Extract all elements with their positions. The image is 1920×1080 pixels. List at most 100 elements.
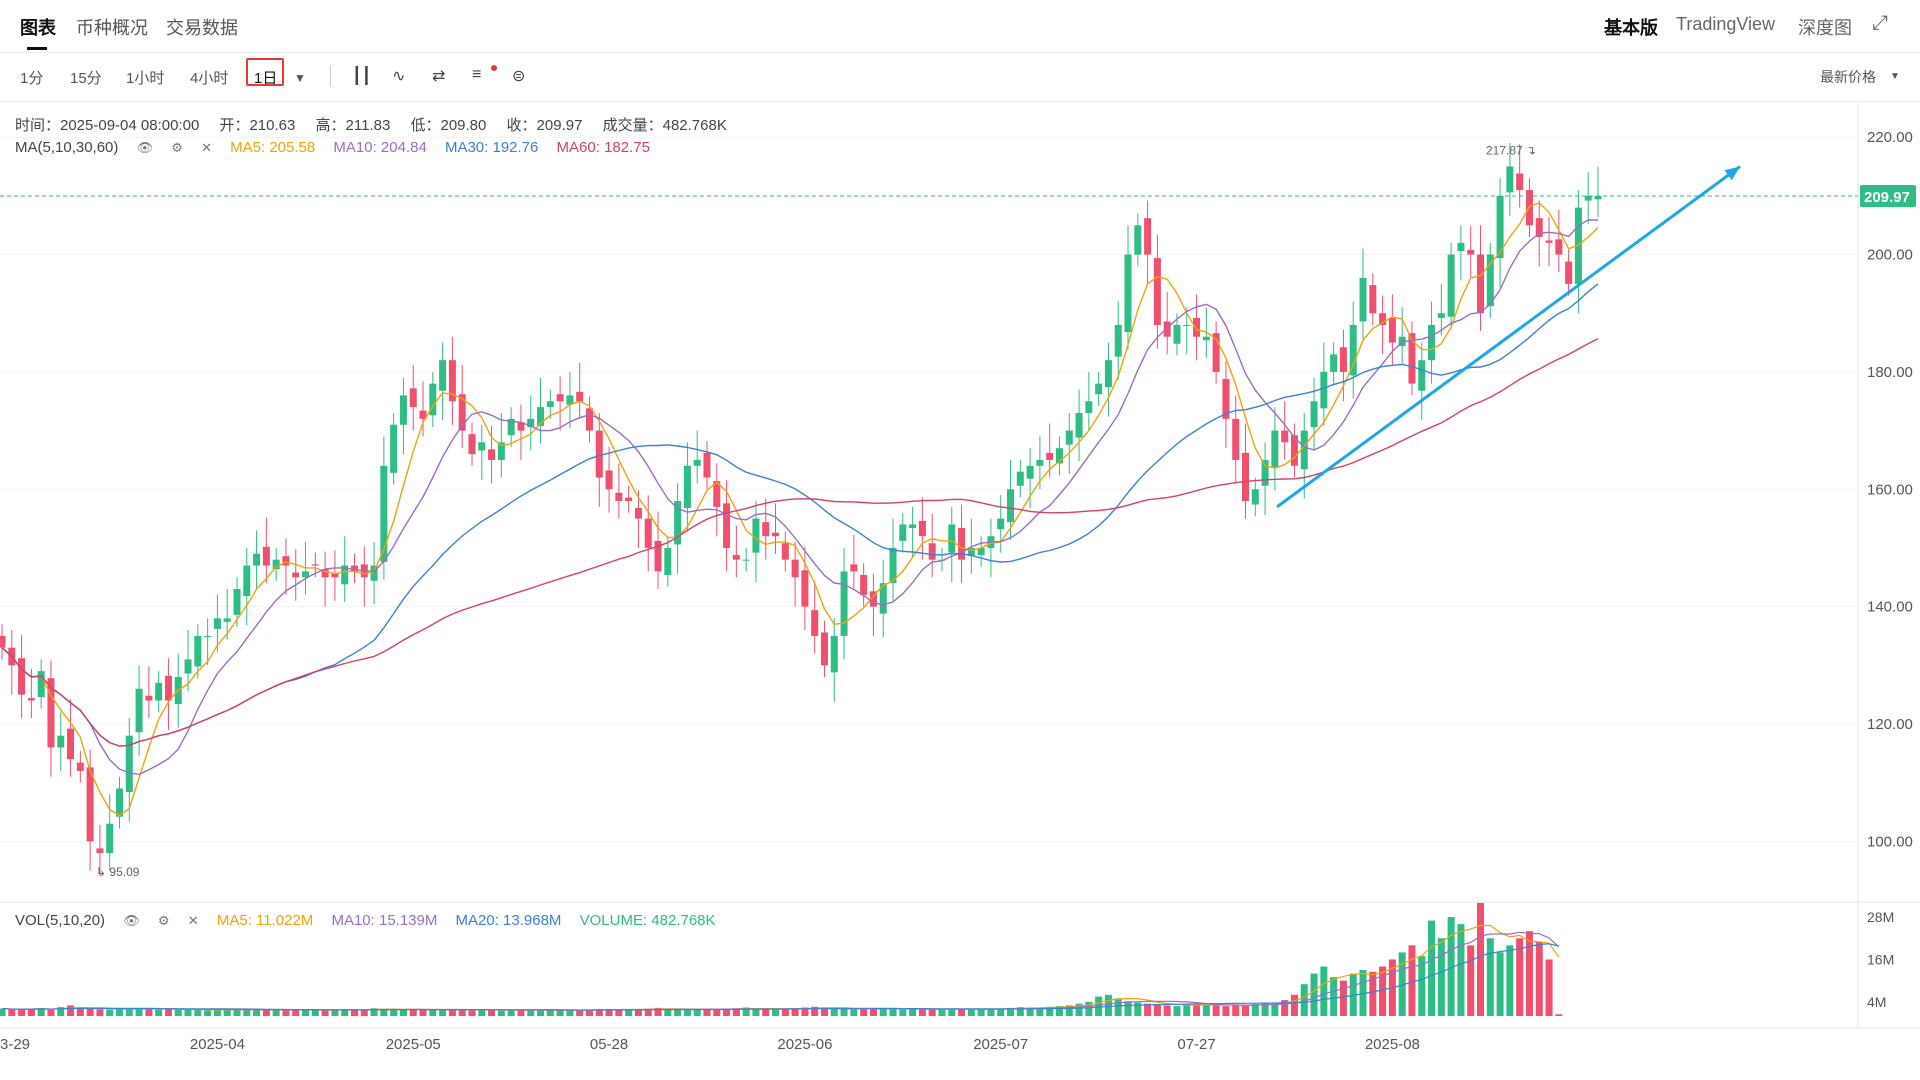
vol-close-icon[interactable]: ✕ [187, 913, 199, 928]
volume-bar [204, 1010, 212, 1016]
candle-body [1594, 196, 1602, 200]
volume-bar [1144, 1003, 1152, 1016]
candle-body [458, 394, 466, 431]
timeframe-15m[interactable]: 15分 [70, 70, 102, 87]
candle-body [948, 524, 956, 553]
volume-bar [1007, 1007, 1015, 1016]
candle-body [1193, 317, 1201, 337]
vol-legend-label: VOL(5,10,20) [15, 912, 106, 929]
volume-bar [674, 1009, 682, 1016]
candle-body [1428, 324, 1436, 361]
volume-bar [1095, 996, 1103, 1016]
timeframe-1m[interactable]: 1分 [20, 70, 44, 87]
volume-bar [1516, 938, 1524, 1016]
indicator-icon[interactable]: ∿ [392, 68, 406, 85]
candle-body [1330, 354, 1338, 372]
candle-body [664, 547, 672, 575]
ohlc-info: 时间：2025-09-04 08:00:00 开：210.63 高：211.83… [15, 114, 743, 135]
volume-bar [1261, 1003, 1269, 1016]
price-mode-caret-icon[interactable]: ▼ [1890, 71, 1900, 82]
close-icon[interactable]: ✕ [201, 140, 212, 155]
drawing-tools-icon[interactable]: ≡ [472, 66, 482, 83]
vol-eye-icon[interactable]: 👁 [123, 913, 140, 928]
candle-body [958, 527, 966, 560]
volume-bar [703, 1008, 711, 1016]
volume-bar [615, 1009, 623, 1016]
volume-bar [1114, 998, 1122, 1016]
candle-body [1477, 254, 1485, 314]
candle-body [145, 695, 153, 701]
volume-bar [302, 1009, 310, 1016]
timeframe-1d[interactable]: 1日 [254, 70, 278, 87]
candle-type-icon[interactable]: ┃┃ [352, 68, 372, 85]
candle-body [772, 532, 780, 537]
candle-body [1163, 321, 1171, 337]
candle-body [86, 767, 94, 842]
candle-body [1408, 333, 1416, 384]
settings-sliders-icon[interactable]: ⇄ [432, 68, 446, 85]
volume-bar [1310, 973, 1318, 1016]
volume-bar [762, 1009, 770, 1016]
volume-bar [272, 1009, 280, 1016]
candle-body [194, 635, 202, 667]
volume-bar [262, 1009, 270, 1016]
candle-body [625, 497, 633, 501]
tab-chart[interactable]: 图表 [20, 18, 56, 38]
volume-bar [1437, 938, 1445, 1016]
candle-body [899, 524, 907, 541]
candle-body [674, 501, 682, 545]
candle-body [869, 591, 877, 607]
volume-bar [713, 1009, 721, 1016]
candle-body [967, 547, 975, 557]
ohlc-open: 开：210.63 [219, 117, 296, 134]
volume-legend: VOL(5,10,20) 👁 ⚙ ✕ MA5: 11.022M MA10: 15… [15, 912, 730, 929]
candle-body [1144, 218, 1152, 255]
volume-bar [380, 1008, 388, 1016]
volume-bar [96, 1009, 104, 1016]
timeframe-toolbar: 1分 15分 1小时 4小时 1日 ▼ 最新价格 ▼ [0, 53, 1920, 102]
volume-bar [1290, 994, 1298, 1016]
tab-depth[interactable]: 深度图 [1798, 18, 1852, 38]
volume-bar [1369, 971, 1377, 1016]
candle-body [752, 518, 760, 553]
tab-tradingview[interactable]: TradingView [1676, 14, 1776, 34]
vol-volume-value: VOLUME: 482.768K [579, 912, 716, 929]
candle-body [811, 610, 819, 636]
volume-bar [1222, 1006, 1230, 1016]
candle-body [556, 394, 564, 402]
volume-bar [1271, 1002, 1279, 1016]
timeframe-active-box [246, 58, 284, 86]
tab-coin-overview[interactable]: 币种概况 [76, 18, 148, 38]
volume-bar [605, 1008, 613, 1016]
volume-bar [27, 1009, 35, 1016]
eye-icon[interactable]: 👁 [136, 140, 154, 155]
timeframe-1h[interactable]: 1小时 [126, 70, 165, 87]
settings-icon[interactable]: ⚙ [171, 140, 183, 155]
fullscreen-icon[interactable]: ⤢ [1872, 12, 1888, 34]
price-mode-select[interactable]: 最新价格 [1820, 69, 1876, 85]
tab-trading-data[interactable]: 交易数据 [166, 18, 238, 38]
candle-body [243, 565, 251, 597]
candle-body [703, 452, 711, 478]
candle-body [47, 678, 55, 748]
candle-body [311, 564, 319, 566]
volume-bar [115, 1008, 123, 1016]
candle-body [860, 574, 868, 595]
vol-ma5-value: MA5: 11.022M [216, 912, 314, 929]
tab-basic[interactable]: 基本版 [1604, 18, 1658, 38]
candle-body [1359, 278, 1367, 322]
ma-legend: MA(5,10,30,60) 👁 ⚙ ✕ MA5: 205.58 MA10: 2… [15, 139, 664, 156]
volume-bar [1183, 1005, 1191, 1016]
volume-bar [585, 1009, 593, 1016]
candle-body [106, 823, 114, 854]
screenshot-icon[interactable]: ⊜ [512, 68, 526, 85]
y-tick-label: 220.00 [1867, 129, 1913, 146]
vol-settings-icon[interactable]: ⚙ [157, 913, 170, 928]
volume-bar [879, 1008, 887, 1016]
timeframe-4h[interactable]: 4小时 [190, 70, 229, 87]
volume-bar [967, 1009, 975, 1016]
timeframe-dropdown-icon[interactable]: ▼ [294, 71, 306, 85]
candle-body [576, 391, 584, 402]
volume-bar [791, 1008, 799, 1016]
